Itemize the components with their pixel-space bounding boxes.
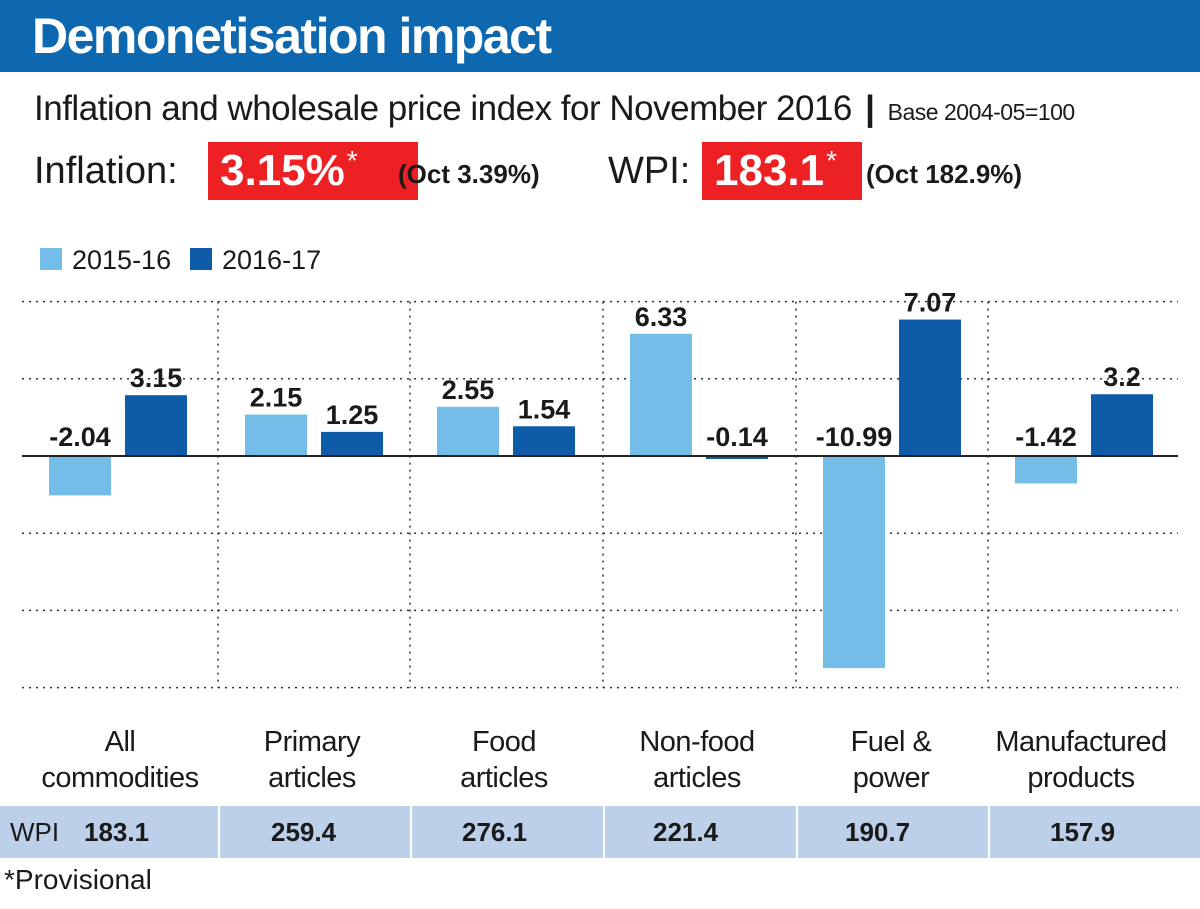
- bar-2016-17: [899, 319, 961, 456]
- data-label: -1.42: [1015, 422, 1077, 452]
- wpi-value-food-articles: 276.1: [462, 817, 528, 847]
- category-label-all-commodities: All commodities: [25, 724, 215, 796]
- wpi-row-label: WPI: [10, 817, 60, 847]
- data-label: 1.25: [326, 400, 379, 430]
- wpi-divider: [988, 806, 990, 858]
- data-label: -2.04: [49, 422, 111, 452]
- wpi-row: WPI 183.1 259.4 276.1 221.4 190.7 157.9: [0, 806, 1200, 858]
- category-label-line: articles: [268, 762, 356, 794]
- data-label: 2.55: [442, 375, 495, 405]
- footnote: *Provisional: [4, 864, 152, 895]
- bar-2015-16: [437, 406, 499, 456]
- category-label-food-articles: Food articles: [409, 724, 599, 796]
- category-label-line: Fuel &: [850, 726, 932, 758]
- legend-swatch-2015-16: [40, 248, 62, 270]
- inflation-provisional-mark: *: [346, 145, 358, 176]
- category-label-manufactured-products: Manufactured products: [986, 724, 1176, 796]
- wpi-previous: (Oct 182.9%): [866, 159, 1023, 189]
- inflation-label: Inflation:: [34, 150, 178, 192]
- wpi-value-primary-articles: 259.4: [271, 817, 337, 847]
- category-label-line: commodities: [41, 762, 199, 794]
- data-label: -0.14: [706, 422, 768, 452]
- wpi-divider: [410, 806, 412, 858]
- wpi-kpi-label: WPI:: [608, 150, 691, 192]
- data-label: 3.15: [130, 363, 183, 393]
- category-label-primary-articles: Primary articles: [217, 724, 407, 796]
- wpi-divider: [603, 806, 605, 858]
- bar-2016-17: [125, 395, 187, 456]
- wpi-kpi: WPI: 183.1* (Oct 182.9%): [608, 142, 1078, 200]
- wpi-provisional-mark: *: [826, 145, 838, 176]
- inflation-value-box: 3.15%*: [208, 142, 418, 200]
- bar-2016-17: [706, 456, 768, 459]
- category-label-line: Non-food: [639, 726, 755, 758]
- legend-label-2015-16: 2015-16: [72, 245, 172, 275]
- category-label-line: articles: [653, 762, 741, 794]
- inflation-previous: (Oct 3.39%): [398, 159, 540, 189]
- base-note: Base 2004-05=100: [887, 99, 1076, 125]
- wpi-value-fuel-power: 190.7: [845, 817, 911, 847]
- category-label-line: Primary: [263, 726, 361, 758]
- inflation-kpi: Inflation: 3.15%* (Oct 3.39%): [34, 142, 594, 200]
- bar-2015-16: [49, 456, 111, 496]
- legend-swatch-2016-17: [190, 248, 212, 270]
- bar-chart: -2.04 2.15 2.55 6.33 -10.99 -1.42 3.15 1.25 1.54…: [22, 290, 1178, 689]
- wpi-kpi-value: 183.1: [714, 146, 825, 195]
- category-label-line: Manufactured: [995, 726, 1167, 758]
- wpi-value-all-commodities: 183.1: [84, 817, 150, 847]
- wpi-divider: [796, 806, 798, 858]
- category-label-fuel-power: Fuel & power: [796, 724, 986, 796]
- bar-2015-16: [245, 414, 307, 456]
- wpi-value-manufactured-products: 157.9: [1050, 817, 1116, 847]
- chart-subtitle: Inflation and wholesale price index for …: [34, 88, 1075, 133]
- bar-2015-16: [630, 333, 692, 456]
- category-label-non-food-articles: Non-food articles: [602, 724, 792, 796]
- category-label-line: products: [1027, 762, 1135, 794]
- category-label-line: power: [852, 762, 930, 794]
- subtitle-separator: |: [865, 89, 875, 128]
- data-label: 2.15: [250, 383, 303, 413]
- category-label-line: All: [104, 726, 136, 758]
- data-label: 3.2: [1103, 362, 1141, 392]
- wpi-divider: [218, 806, 220, 858]
- legend-label-2016-17: 2016-17: [222, 245, 322, 275]
- bar-2016-17: [513, 426, 575, 456]
- bar-2015-16: [823, 456, 885, 669]
- inflation-value: 3.15%: [220, 146, 345, 195]
- data-label: 6.33: [635, 302, 688, 332]
- category-label-line: Food: [471, 726, 537, 758]
- subtitle-text: Inflation and wholesale price index for …: [34, 89, 852, 128]
- bar-2016-17: [321, 431, 383, 456]
- data-label: 1.54: [518, 394, 571, 424]
- bar-2016-17: [1091, 394, 1153, 456]
- category-label-line: articles: [460, 762, 548, 794]
- bar-2015-16: [1015, 456, 1077, 484]
- data-label: 7.07: [904, 290, 957, 318]
- wpi-value-box: 183.1*: [702, 142, 862, 200]
- title-banner: Demonetisation impact: [0, 0, 1200, 72]
- chart-title: Demonetisation impact: [32, 8, 552, 64]
- wpi-value-non-food-articles: 221.4: [653, 817, 719, 847]
- data-label: -10.99: [816, 422, 893, 452]
